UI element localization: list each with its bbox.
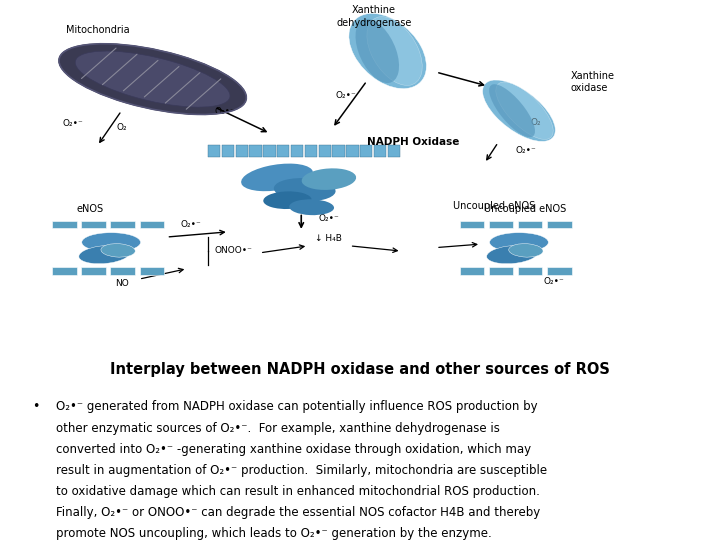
Text: Interplay between NADPH oxidase and other sources of ROS: Interplay between NADPH oxidase and othe… [110, 362, 610, 377]
Text: O₂•⁻: O₂•⁻ [318, 214, 339, 223]
Ellipse shape [75, 51, 230, 107]
Text: Xanthine: Xanthine [571, 71, 615, 81]
Text: O₂•⁻: O₂•⁻ [543, 278, 564, 286]
Text: O₂•⁻: O₂•⁻ [180, 220, 201, 228]
Text: converted into O₂•⁻ -generating xanthine oxidase through oxidation, which may: converted into O₂•⁻ -generating xanthine… [56, 443, 531, 456]
Bar [291, 145, 303, 157]
Bar [305, 145, 317, 157]
Bar [110, 220, 135, 228]
Text: O₂•⁻ generated from NADPH oxidase can potentially influence ROS production by: O₂•⁻ generated from NADPH oxidase can po… [56, 401, 538, 414]
Text: O₂•⁻: O₂•⁻ [516, 146, 536, 155]
Bar [460, 220, 485, 228]
Text: ↓ H₄B: ↓ H₄B [315, 234, 342, 242]
Ellipse shape [367, 17, 422, 85]
Text: O₂: O₂ [116, 123, 127, 132]
Bar [81, 220, 106, 228]
Text: O₂•⁻: O₂•⁻ [63, 119, 84, 129]
Bar [346, 145, 359, 157]
Text: other enzymatic sources of O₂•⁻.  For example, xanthine dehydrogenase is: other enzymatic sources of O₂•⁻. For exa… [56, 422, 500, 435]
Bar [547, 220, 572, 228]
Bar [490, 267, 513, 275]
Bar [140, 220, 163, 228]
Bar [387, 145, 400, 157]
Bar [518, 267, 542, 275]
Ellipse shape [490, 233, 549, 252]
Bar [360, 145, 372, 157]
Bar [53, 267, 76, 275]
Bar [333, 145, 345, 157]
Ellipse shape [302, 168, 356, 190]
Bar [222, 145, 234, 157]
Text: Uncoupled eNOS: Uncoupled eNOS [454, 201, 536, 211]
Ellipse shape [482, 80, 555, 141]
Text: •: • [32, 401, 39, 414]
Bar [249, 145, 262, 157]
Bar [264, 145, 276, 157]
Bar [518, 220, 542, 228]
Ellipse shape [356, 19, 399, 83]
Bar [277, 145, 289, 157]
Ellipse shape [349, 14, 426, 89]
Text: NADPH Oxidase: NADPH Oxidase [367, 137, 459, 146]
Text: promote NOS uncoupling, which leads to O₂•⁻ generation by the enzyme.: promote NOS uncoupling, which leads to O… [56, 527, 492, 540]
Text: ONOO•⁻: ONOO•⁻ [215, 246, 253, 255]
Bar [140, 267, 163, 275]
Text: Mitochondria: Mitochondria [66, 25, 129, 35]
Text: O₂: O₂ [531, 118, 541, 127]
Ellipse shape [496, 82, 553, 139]
Ellipse shape [274, 178, 336, 201]
Bar [318, 145, 331, 157]
Bar [374, 145, 386, 157]
Bar [490, 220, 513, 228]
Ellipse shape [509, 244, 543, 257]
Ellipse shape [487, 246, 538, 264]
Ellipse shape [289, 199, 334, 215]
Bar [460, 267, 485, 275]
Ellipse shape [241, 164, 313, 191]
Text: result in augmentation of O₂•⁻ production.  Similarly, mitochondria are suscepti: result in augmentation of O₂•⁻ productio… [56, 464, 547, 477]
Text: NO: NO [114, 279, 128, 288]
Text: dehydrogenase: dehydrogenase [336, 18, 412, 28]
Bar [235, 145, 248, 157]
Bar [208, 145, 220, 157]
Text: Uncoupled eNOS: Uncoupled eNOS [485, 204, 567, 214]
Ellipse shape [59, 44, 246, 114]
Text: O₂•⁻: O₂•⁻ [336, 91, 356, 100]
Ellipse shape [101, 244, 135, 257]
Bar [110, 267, 135, 275]
Ellipse shape [264, 191, 312, 209]
Text: O₂•⁻: O₂•⁻ [215, 107, 235, 116]
Bar [81, 267, 106, 275]
Bar [53, 220, 76, 228]
Text: to oxidative damage which can result in enhanced mitochondrial ROS production.: to oxidative damage which can result in … [56, 485, 540, 498]
Ellipse shape [78, 246, 130, 264]
Ellipse shape [489, 84, 535, 137]
Text: oxidase: oxidase [571, 83, 608, 93]
Text: eNOS: eNOS [76, 204, 104, 214]
Ellipse shape [82, 233, 140, 252]
Text: Xanthine: Xanthine [352, 5, 396, 16]
Text: Finally, O₂•⁻ or ONOO•⁻ can degrade the essential NOS cofactor H4B and thereby: Finally, O₂•⁻ or ONOO•⁻ can degrade the … [56, 506, 540, 519]
Bar [547, 267, 572, 275]
